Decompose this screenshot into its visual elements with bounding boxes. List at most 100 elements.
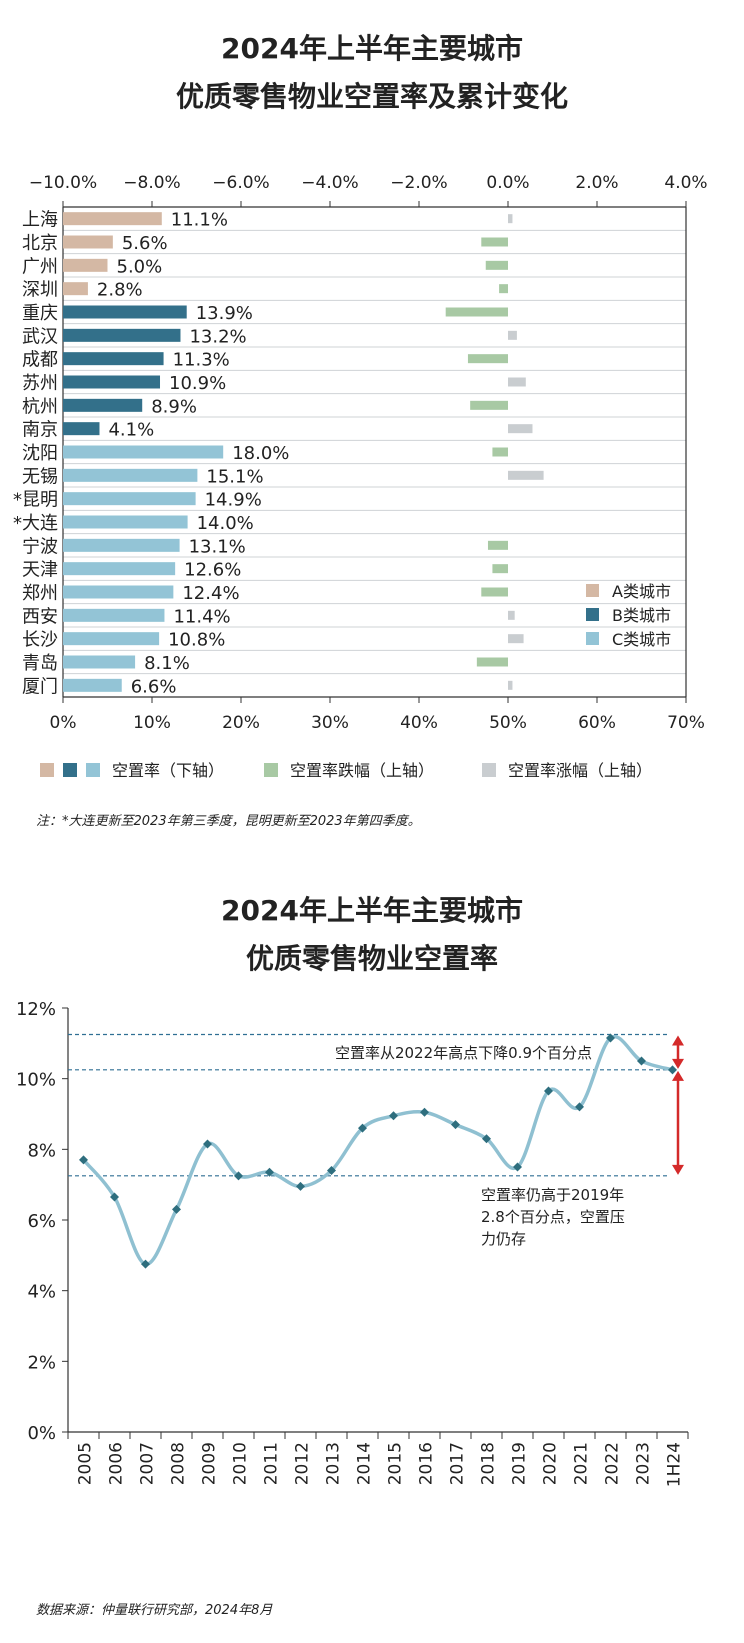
- historical-vacancy-chart: 2024年上半年主要城市 优质零售物业空置率 0% 2% 4% 6% 8% 10% 12% 2…: [16, 894, 689, 1618]
- vacancy-bar: [63, 258, 108, 272]
- x-tick-label: 2007: [138, 1442, 158, 1485]
- data-point: [327, 1166, 336, 1176]
- legend-swatch-rise: [482, 763, 496, 777]
- arrow-bottom-head-down: [672, 1164, 684, 1175]
- x-tick-label: 1H24: [665, 1442, 685, 1487]
- category-label: 郑州: [22, 583, 58, 604]
- arrow-bottom-head-up: [672, 1070, 684, 1081]
- chart1-change-bars: [445, 214, 544, 690]
- legend-vacancy-label: 空置率（下轴）: [112, 761, 224, 780]
- category-label: 沈阳: [22, 443, 58, 464]
- chart1-bottom-legend: 空置率（下轴） 空置率跌幅（上轴） 空置率涨幅（上轴）: [40, 761, 652, 780]
- vacancy-bar: [63, 632, 160, 646]
- category-label: 天津: [22, 560, 58, 581]
- x-tick-label: 2015: [386, 1442, 406, 1485]
- category-label: 长沙: [22, 630, 58, 651]
- legend-decline-label: 空置率跌幅（上轴）: [290, 761, 434, 780]
- data-point: [575, 1102, 584, 1112]
- vacancy-label: 8.1%: [144, 653, 190, 674]
- rise-bar: [508, 424, 533, 434]
- annotation-bottom-line2: 2.8个百分点，空置压: [481, 1208, 625, 1226]
- vacancy-bar: [63, 282, 88, 296]
- decline-bar: [476, 657, 508, 667]
- vacancy-label: 12.4%: [182, 583, 239, 604]
- vacancy-label: 13.1%: [189, 536, 246, 557]
- vacancy-bar: [63, 492, 196, 506]
- category-label: 重庆: [22, 303, 58, 324]
- x-tick-label: 2013: [324, 1442, 344, 1485]
- chart1-city-legend: A类城市 B类城市 C类城市: [586, 582, 671, 649]
- y-tick-label: 8%: [27, 1140, 56, 1161]
- data-point: [141, 1259, 150, 1269]
- vacancy-label: 2.8%: [97, 280, 143, 301]
- footnote: 注：*大连更新至2023年第三季度，昆明更新至2023年第四季度。: [36, 814, 421, 829]
- vacancy-line: [82, 1034, 673, 1266]
- category-label: 青岛: [22, 653, 58, 674]
- decline-bar: [481, 587, 508, 597]
- legend-rise-label: 空置率涨幅（上轴）: [508, 761, 652, 780]
- data-point: [358, 1123, 367, 1133]
- x-tick-label: 2019: [510, 1442, 530, 1485]
- data-point: [513, 1162, 522, 1172]
- chart2-reference-lines: [68, 1033, 668, 1177]
- chart2-arrows: [672, 1035, 684, 1175]
- bottom-tick-label: 30%: [311, 713, 349, 733]
- rise-bar: [508, 214, 513, 224]
- data-point: [172, 1204, 181, 1214]
- vacancy-label: 11.3%: [173, 350, 230, 371]
- data-point: [110, 1192, 119, 1202]
- city-vacancy-chart: 2024年上半年主要城市 优质零售物业空置率及累计变化 −10.0% −8.0% −…: [13, 32, 708, 829]
- x-tick-label: 2011: [262, 1442, 282, 1485]
- bottom-tick-label: 0%: [50, 713, 77, 733]
- vacancy-label: 4.1%: [108, 420, 154, 441]
- data-point: [668, 1065, 677, 1075]
- vacancy-label: 18.0%: [232, 443, 289, 464]
- category-label: 武汉: [22, 326, 58, 347]
- decline-bar: [487, 540, 508, 550]
- x-tick-label: 2009: [200, 1442, 220, 1485]
- rise-bar: [508, 330, 517, 340]
- category-label: 苏州: [22, 373, 58, 394]
- x-tick-label: 2016: [417, 1442, 437, 1485]
- data-point: [389, 1111, 398, 1121]
- rise-bar: [508, 610, 515, 620]
- x-tick-label: 2021: [572, 1442, 592, 1485]
- x-tick-label: 2006: [107, 1442, 127, 1485]
- vacancy-label: 11.4%: [173, 606, 230, 627]
- vacancy-label: 5.0%: [117, 256, 163, 277]
- chart1-title-line1: 2024年上半年主要城市: [221, 32, 523, 65]
- decline-bar: [470, 400, 508, 410]
- bottom-tick-label: 70%: [667, 713, 705, 733]
- vacancy-bar: [63, 352, 164, 366]
- rise-bar: [508, 634, 524, 644]
- decline-bar: [445, 307, 508, 317]
- category-label: *大连: [13, 513, 58, 534]
- chart1-vacancy-bars: 11.1%5.6%5.0% 2.8% 13.9%13.2% 11.3%10.9%8.9…: [63, 210, 289, 697]
- vacancy-bar: [63, 608, 165, 622]
- data-point: [420, 1107, 429, 1117]
- legend-swatch-c: [86, 763, 100, 777]
- vacancy-label: 6.6%: [131, 676, 177, 697]
- decline-bar: [481, 237, 508, 247]
- decline-bar: [467, 354, 508, 364]
- data-point: [265, 1167, 274, 1177]
- data-point: [544, 1086, 553, 1096]
- vacancy-bar: [63, 515, 188, 529]
- top-tick-label: −10.0%: [29, 173, 97, 193]
- category-label: 广州: [22, 256, 58, 277]
- rise-bar: [508, 377, 526, 387]
- chart2-title-line2: 优质零售物业空置率: [246, 942, 498, 975]
- vacancy-label: 11.1%: [171, 210, 228, 231]
- category-label: 无锡: [22, 466, 58, 487]
- y-tick-label: 12%: [16, 999, 56, 1020]
- legend-swatch-decline: [264, 763, 278, 777]
- y-tick-label: 6%: [27, 1211, 56, 1232]
- data-point: [637, 1056, 646, 1066]
- data-point: [296, 1181, 305, 1191]
- chart2-title-line1: 2024年上半年主要城市: [221, 894, 523, 927]
- category-label: 北京: [22, 233, 58, 254]
- data-point: [606, 1033, 615, 1043]
- category-label: 厦门: [22, 676, 58, 697]
